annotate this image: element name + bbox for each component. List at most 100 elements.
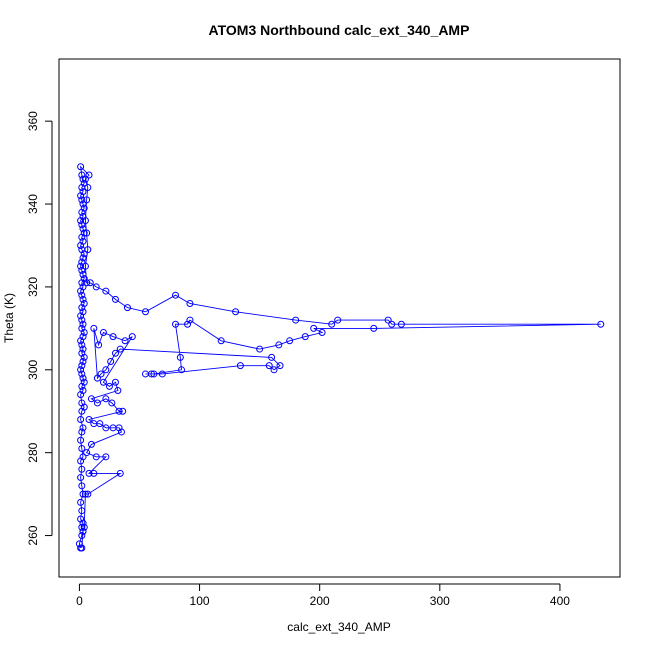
data-point (102, 287, 110, 295)
data-point (85, 416, 93, 424)
data-point (80, 179, 88, 187)
data-point (388, 320, 396, 328)
data-point (80, 204, 88, 212)
data-point (79, 270, 87, 278)
series-polyline (78, 165, 601, 549)
data-point (78, 370, 86, 378)
data-point (79, 453, 87, 461)
data-point (79, 490, 87, 498)
data-point (78, 171, 86, 179)
data-point (397, 320, 405, 328)
data-point (217, 337, 225, 345)
y-axis: 260 280 300 320 340 360 (26, 111, 53, 546)
data-point (105, 382, 113, 390)
x-tick-label: 100 (190, 594, 210, 608)
data-point (97, 370, 105, 378)
data-point (78, 316, 86, 324)
data-point (78, 341, 86, 349)
data-point (99, 329, 107, 337)
x-axis: 0 100 200 300 400 (76, 583, 570, 608)
plot-frame (58, 58, 621, 578)
data-point (276, 362, 284, 370)
y-tick-label: 360 (26, 111, 40, 131)
data-point (79, 295, 87, 303)
data-point (232, 308, 240, 316)
x-axis-label: calc_ext_340_AMP (287, 620, 390, 634)
data-point (77, 163, 85, 171)
data-point (77, 474, 85, 482)
data-point (256, 345, 264, 353)
series-points (75, 163, 605, 552)
data-point (81, 490, 89, 498)
data-point (80, 378, 88, 386)
data-point (93, 374, 101, 382)
data-point (80, 229, 88, 237)
series-line (78, 165, 601, 549)
data-point (87, 440, 95, 448)
data-point (370, 324, 378, 332)
data-point (80, 299, 88, 307)
data-point (78, 399, 86, 407)
data-point (117, 428, 125, 436)
data-point (186, 299, 194, 307)
data-point (178, 366, 186, 374)
data-point (78, 523, 86, 531)
data-point (111, 349, 119, 357)
data-point (79, 175, 87, 183)
data-point (78, 362, 86, 370)
data-point (78, 544, 86, 552)
data-point (109, 333, 117, 341)
data-point (78, 196, 86, 204)
data-point (86, 279, 94, 287)
data-point (275, 341, 283, 349)
data-point (77, 515, 85, 523)
data-point (78, 428, 86, 436)
data-point (92, 283, 100, 291)
data-point (79, 200, 87, 208)
data-point (79, 333, 87, 341)
data-point (78, 465, 86, 473)
data-point (114, 387, 122, 395)
data-point (78, 291, 86, 299)
chart-title: ATOM3 Northbound calc_ext_340_AMP (209, 22, 470, 38)
x-tick-label: 300 (430, 594, 450, 608)
data-point (102, 424, 110, 432)
data-point (77, 262, 85, 270)
data-point (78, 445, 86, 453)
data-point (79, 387, 87, 395)
data-point (270, 366, 278, 374)
data-point (95, 341, 103, 349)
data-point (116, 469, 124, 477)
data-point (84, 246, 92, 254)
data-point (79, 225, 87, 233)
data-point (286, 337, 294, 345)
data-point (141, 308, 149, 316)
data-point (79, 188, 87, 196)
data-point (99, 378, 107, 386)
data-point (265, 362, 273, 370)
data-point (301, 333, 309, 341)
data-point (116, 345, 124, 353)
y-tick-label: 320 (26, 277, 40, 297)
y-axis-label: Theta (K) (2, 293, 16, 343)
data-point (83, 196, 91, 204)
data-point (78, 324, 86, 332)
data-point (123, 304, 131, 312)
data-point (268, 353, 276, 361)
data-point (81, 217, 89, 225)
x-tick-label: 0 (76, 594, 83, 608)
data-point (121, 337, 129, 345)
data-point (96, 420, 104, 428)
data-point (79, 308, 87, 316)
data-point (119, 407, 127, 415)
data-point (79, 527, 87, 535)
data-point (172, 320, 180, 328)
data-point (85, 171, 93, 179)
data-point (90, 469, 98, 477)
data-point (85, 469, 93, 477)
data-point (111, 295, 119, 303)
data-point (111, 378, 119, 386)
data-point (79, 345, 87, 353)
data-point (236, 362, 244, 370)
data-point (81, 262, 89, 270)
